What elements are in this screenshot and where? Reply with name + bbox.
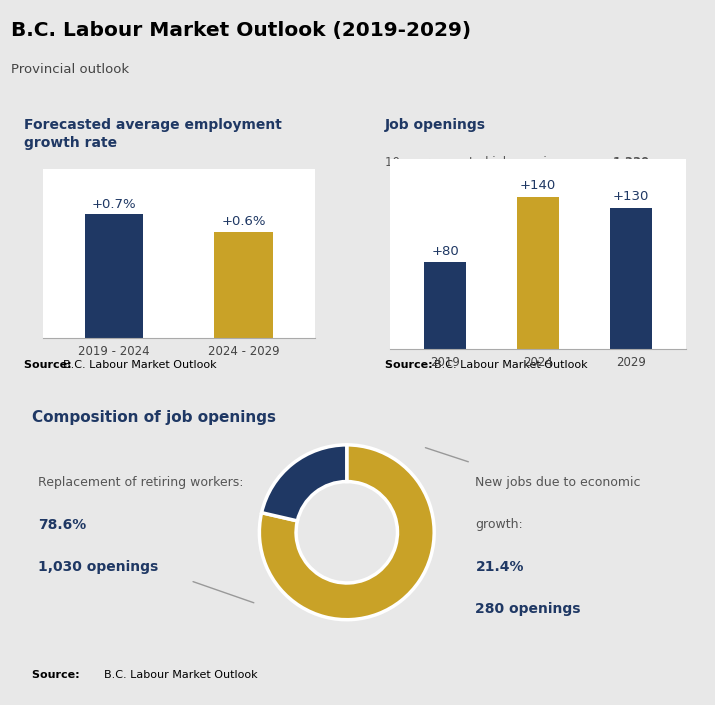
Bar: [214, 231, 272, 338]
Bar: [425, 262, 466, 349]
Text: B.C. Labour Market Outlook: B.C. Labour Market Outlook: [63, 360, 217, 370]
Text: Provincial outlook: Provincial outlook: [11, 63, 129, 76]
Text: +0.7%: +0.7%: [92, 197, 137, 211]
Bar: [610, 207, 651, 349]
Text: 1,030 openings: 1,030 openings: [39, 560, 159, 574]
Text: +140: +140: [520, 179, 556, 192]
Text: 10 year expected job openings:: 10 year expected job openings:: [385, 156, 576, 169]
Bar: [85, 214, 143, 338]
Text: Source:: Source:: [385, 360, 437, 370]
Text: 1,330: 1,330: [613, 156, 650, 169]
Text: B.C. Labour Market Outlook: B.C. Labour Market Outlook: [435, 360, 588, 370]
Text: B.C. Labour Market Outlook: B.C. Labour Market Outlook: [104, 670, 258, 680]
Text: growth:: growth:: [475, 518, 523, 531]
Bar: [517, 197, 559, 349]
Text: Job openings: Job openings: [385, 118, 486, 132]
Text: 78.6%: 78.6%: [39, 518, 87, 532]
Wedge shape: [262, 445, 347, 521]
Text: Source:: Source:: [31, 670, 83, 680]
Text: Forecasted average employment
growth rate: Forecasted average employment growth rat…: [24, 118, 282, 150]
Wedge shape: [260, 445, 434, 620]
Text: New jobs due to economic: New jobs due to economic: [475, 477, 641, 489]
Text: +130: +130: [613, 190, 649, 203]
Text: 280 openings: 280 openings: [475, 602, 581, 616]
Text: Composition of job openings: Composition of job openings: [31, 410, 275, 425]
Text: B.C. Labour Market Outlook (2019-2029): B.C. Labour Market Outlook (2019-2029): [11, 21, 471, 40]
Text: Source:: Source:: [24, 360, 76, 370]
Text: +0.6%: +0.6%: [221, 215, 266, 228]
Text: +80: +80: [431, 245, 459, 257]
Text: Replacement of retiring workers:: Replacement of retiring workers:: [39, 477, 244, 489]
Text: 21.4%: 21.4%: [475, 560, 524, 574]
